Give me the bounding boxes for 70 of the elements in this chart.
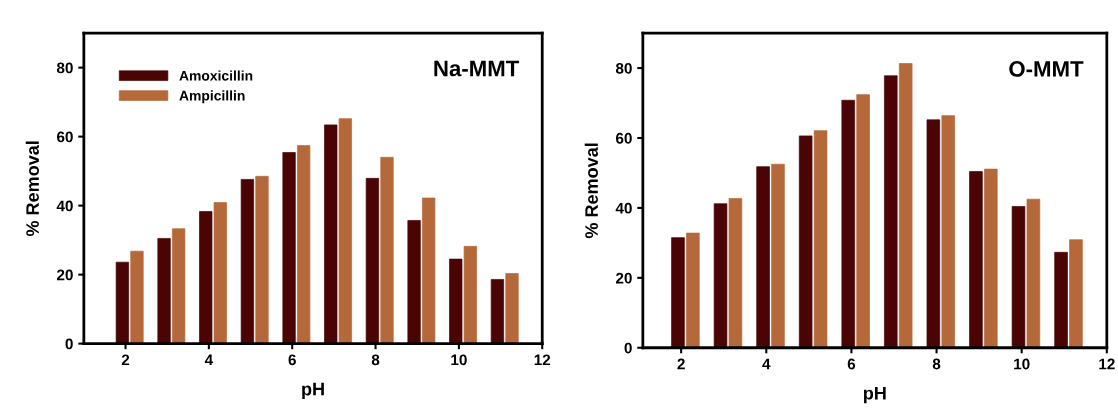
y-axis-title: % Removal [584,143,598,239]
y-tick-label: 20 [615,272,632,284]
y-tick-label: 0 [624,342,632,354]
x-tick-label: 4 [204,354,214,366]
legend-label: Amoxicillin [179,70,253,81]
bar [813,130,828,348]
x-tick-label: 6 [847,358,856,370]
bar [1069,239,1083,348]
bar [1011,206,1026,348]
y-tick-label: 40 [56,200,73,212]
bar [213,202,227,344]
bar [713,203,728,348]
bar [297,145,311,344]
x-tick-label: 8 [371,354,380,366]
x-tick-label: 8 [932,358,941,370]
bar [898,63,913,348]
bar [282,152,296,344]
x-tick-label: 2 [677,358,685,370]
bar [338,118,352,344]
bar [671,237,685,348]
bar [449,258,463,344]
x-tick-label: 12 [1099,358,1115,370]
bar [199,211,213,344]
y-tick-label: 80 [615,62,632,74]
bar [969,171,983,348]
bar [380,156,394,344]
legend-label: Ampicillin [179,90,245,104]
bar [841,99,855,348]
y-tick-label: 0 [65,338,73,350]
bar [984,168,998,348]
y-tick-label: 60 [616,132,632,144]
bar [686,232,700,348]
bar [1054,251,1068,348]
x-tick-label: 6 [288,354,296,366]
bar [172,228,186,344]
bar [130,250,144,344]
x-tick-label: 2 [121,354,130,366]
bar [240,179,255,344]
x-tick-label: 10 [1014,358,1030,370]
y-tick-label: 40 [615,202,632,214]
y-tick-label: 20 [56,269,73,281]
x-tick-label: 10 [451,354,467,366]
y-tick-label: 60 [57,131,73,143]
y-tick-label: 80 [56,62,73,74]
bar [505,273,519,344]
annotation: O-MMT [1009,61,1084,77]
bar [115,261,129,344]
bar [324,124,338,344]
annotation: Na-MMT [434,60,520,77]
bar [422,197,436,344]
bar [771,163,785,348]
bar [728,198,743,348]
bar [407,220,421,344]
x-tick-label: 12 [534,354,551,366]
bar [941,115,955,348]
x-tick-label: 4 [762,358,771,370]
bar [365,178,380,344]
bar [157,238,171,344]
bar [463,245,477,344]
bar [926,119,941,348]
bar [856,94,870,348]
x-axis-title: pH [863,386,886,404]
y-axis-title: % Removal [25,141,39,237]
bar [255,175,269,344]
bar [756,166,770,348]
bar [490,279,505,344]
bar [798,135,813,348]
bar [884,75,898,348]
x-axis-title: pH [302,382,324,399]
bar [1026,198,1041,348]
